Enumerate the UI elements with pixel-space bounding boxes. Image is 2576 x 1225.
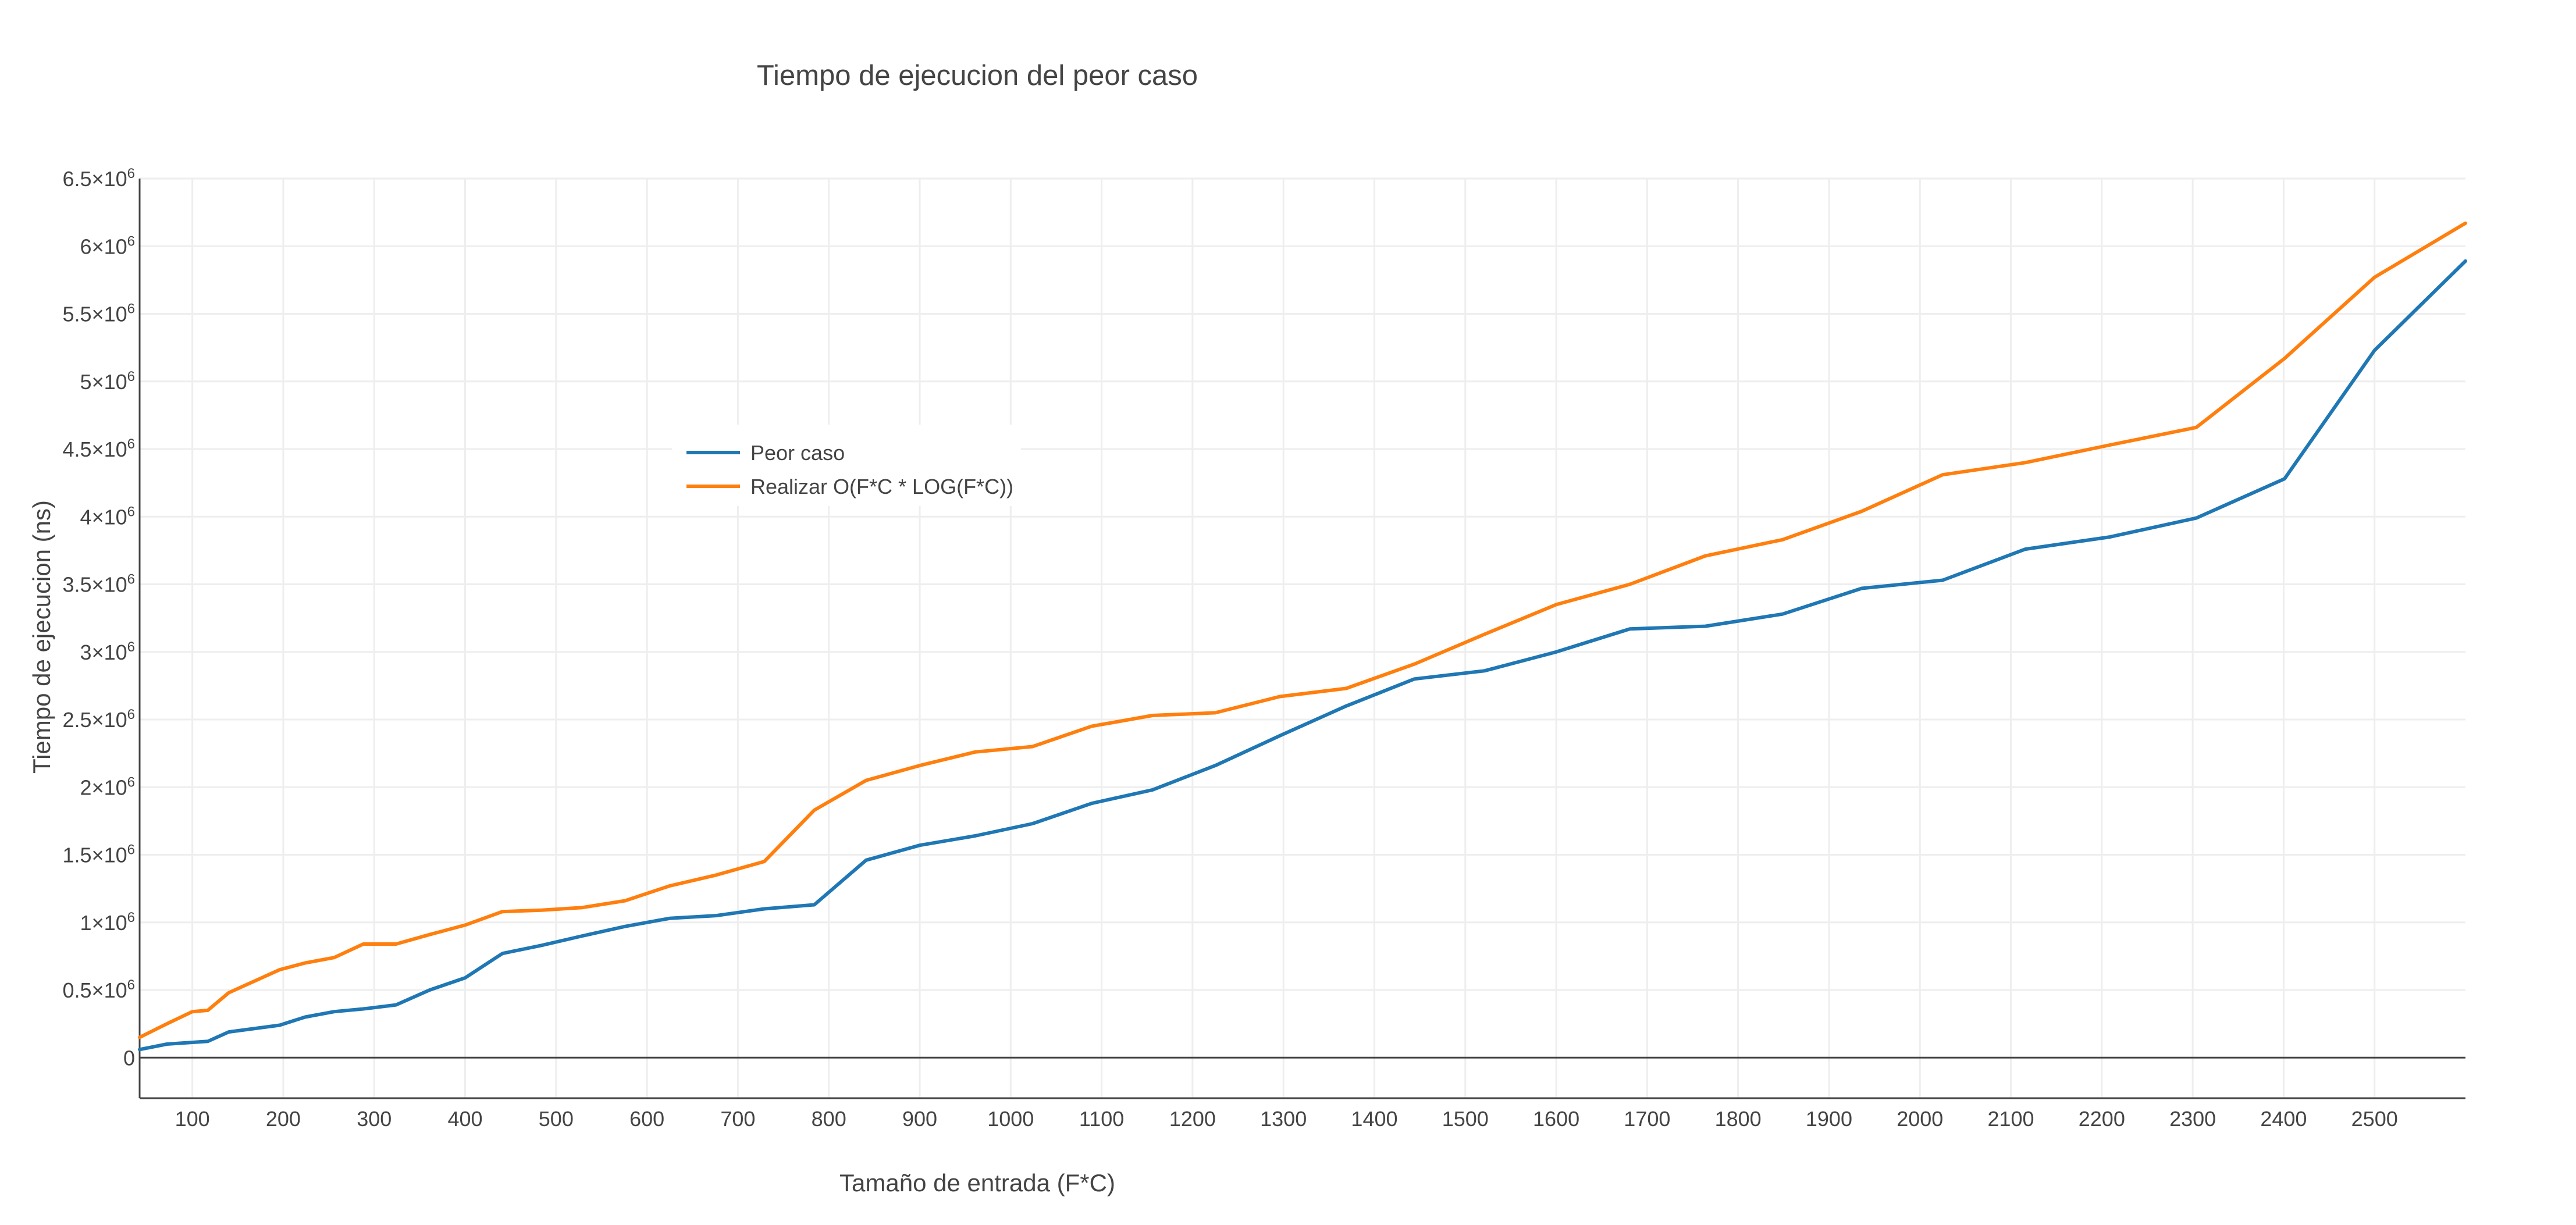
x-tick-label: 2500: [2351, 1107, 2398, 1131]
y-axis-title: Tiempo de ejecucion (ns): [28, 500, 55, 774]
x-tick-label: 2400: [2260, 1107, 2307, 1131]
x-tick-label: 300: [357, 1107, 392, 1131]
y-tick-label: 2×106: [80, 774, 135, 799]
x-tick-label: 2100: [1987, 1107, 2034, 1131]
x-tick-label: 1300: [1260, 1107, 1307, 1131]
x-tick-label: 500: [539, 1107, 574, 1131]
y-tick-label: 6.5×106: [63, 166, 135, 191]
x-tick-label: 1000: [987, 1107, 1034, 1131]
y-tick-label: 3×106: [80, 639, 135, 664]
x-tick-label: 1900: [1806, 1107, 1852, 1131]
x-tick-label: 800: [812, 1107, 846, 1131]
y-tick-label: 5.5×106: [63, 301, 135, 326]
x-tick-label: 1200: [1169, 1107, 1216, 1131]
legend-background: [672, 425, 1021, 506]
x-tick-label: 1400: [1351, 1107, 1397, 1131]
series-line-realizar: [138, 221, 2467, 1039]
y-tick-labels: 0 0.5×106 1×106 1.5×106 2×106 2.5×106 3×106 3.5…: [63, 166, 135, 1070]
y-tick-label: 4×106: [80, 504, 135, 529]
x-tick-label: 1700: [1624, 1107, 1670, 1131]
y-tick-label: 0.5×106: [63, 977, 135, 1002]
x-tick-label: 600: [629, 1107, 664, 1131]
x-tick-label: 2000: [1897, 1107, 1943, 1131]
x-axis-title: Tamaño de entrada (F*C): [839, 1169, 1115, 1196]
x-tick-label: 200: [266, 1107, 301, 1131]
y-gridlines: [140, 177, 2465, 991]
x-tick-label: 1600: [1533, 1107, 1579, 1131]
y-tick-label: 4.5×106: [63, 436, 135, 461]
x-tick-label: 2200: [2079, 1107, 2125, 1131]
x-tick-label: 2300: [2169, 1107, 2216, 1131]
y-tick-label: 1×106: [80, 910, 135, 935]
x-tick-labels: 100 200 300 400 500 600 700 800 900 1000 1100 1200 1…: [175, 1107, 2398, 1131]
y-tick-label: 5×106: [80, 369, 135, 394]
x-gridlines: [191, 179, 2376, 1098]
series-layer: [138, 221, 2467, 1052]
y-tick-label: 0: [123, 1046, 135, 1070]
x-tick-label: 1800: [1715, 1107, 1762, 1131]
x-tick-label: 700: [720, 1107, 755, 1131]
legend-label-realizar: Realizar O(F*C * LOG(F*C)): [750, 475, 1013, 498]
legend-label-peor-caso: Peor caso: [750, 441, 845, 465]
x-tick-label: 900: [902, 1107, 937, 1131]
x-tick-label: 1500: [1442, 1107, 1489, 1131]
y-tick-label: 3.5×106: [63, 572, 135, 597]
y-tick-label: 1.5×106: [63, 842, 135, 867]
x-tick-label: 400: [447, 1107, 482, 1131]
chart-title: Tiempo de ejecucion del peor caso: [757, 60, 1198, 91]
x-tick-label: 100: [175, 1107, 210, 1131]
y-tick-label: 2.5×106: [63, 707, 135, 732]
x-tick-label: 1100: [1079, 1107, 1124, 1131]
legend: Peor caso Realizar O(F*C * LOG(F*C)): [672, 425, 1021, 506]
y-tick-label: 6×106: [80, 233, 135, 258]
series-line-peor-caso: [138, 259, 2467, 1052]
